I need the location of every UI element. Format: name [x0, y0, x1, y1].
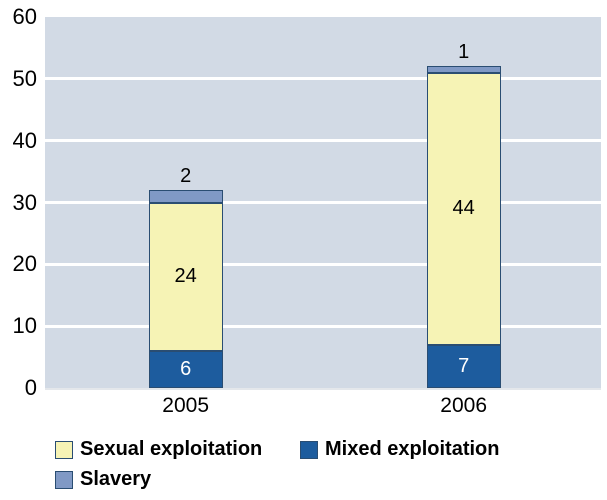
y-tick-label-0: 0: [24, 375, 37, 400]
legend: Sexual exploitation Mixed exploitation S…: [55, 438, 499, 498]
segment-mixed-exploitation-2006: 7: [426, 344, 501, 388]
legend-row-1: Sexual exploitation Mixed exploitation: [55, 438, 499, 461]
x-tick-label-2005: 2005: [162, 394, 210, 417]
value-label-above-bar-2006: 1: [458, 41, 470, 64]
gridline-40: [45, 139, 601, 143]
y-tick-label-20: 20: [12, 251, 37, 277]
x-axis: 2005 2006: [45, 394, 601, 422]
segment-slavery-2006: [426, 66, 501, 73]
y-axis: 0 10 20 30 40 50 60: [0, 4, 37, 400]
legend-item-slavery: Slavery: [55, 468, 300, 491]
y-tick-label-10: 10: [12, 313, 37, 339]
y-tick-label-60: 60: [12, 4, 37, 29]
segment-slavery-2005: [148, 190, 223, 203]
value-label-sexual-exploitation-2006: 44: [452, 197, 475, 220]
y-tick-label-40: 40: [12, 127, 37, 153]
value-label-above-bar-2005: 2: [180, 165, 192, 188]
legend-label-slavery: Slavery: [80, 468, 152, 490]
slavery-swatch-icon: [55, 470, 73, 489]
segment-sexual-exploitation-2006: 44: [426, 72, 501, 345]
value-label-sexual-exploitation-2005: 24: [174, 265, 197, 288]
segment-sexual-exploitation-2005: 24: [148, 202, 223, 351]
bar-2005: 6 24 2: [148, 165, 223, 388]
legend-item-mixed-exploitation: Mixed exploitation: [300, 438, 499, 461]
gridline-50: [45, 77, 601, 81]
legend-item-sexual-exploitation: Sexual exploitation: [55, 438, 300, 461]
segment-mixed-exploitation-2005: 6: [148, 350, 223, 388]
sexual-exploitation-swatch-icon: [55, 440, 73, 459]
gridline-20: [45, 262, 601, 266]
legend-label-mixed-exploitation: Mixed exploitation: [325, 438, 500, 460]
gridline-30: [45, 201, 601, 204]
x-tick-label-2006: 2006: [440, 394, 488, 417]
bar-2006: 7 44 1: [426, 41, 501, 388]
value-label-mixed-exploitation-2005: 6: [180, 357, 192, 380]
legend-row-2: Slavery: [55, 468, 499, 491]
y-tick-label-30: 30: [12, 189, 37, 215]
plot-area: 6 24 2 7 44 1: [45, 17, 601, 390]
mixed-exploitation-swatch-icon: [300, 440, 318, 459]
y-tick-label-50: 50: [12, 65, 37, 91]
legend-label-sexual-exploitation: Sexual exploitation: [80, 438, 263, 460]
value-label-mixed-exploitation-2006: 7: [458, 354, 470, 377]
gridline-10: [45, 324, 601, 328]
